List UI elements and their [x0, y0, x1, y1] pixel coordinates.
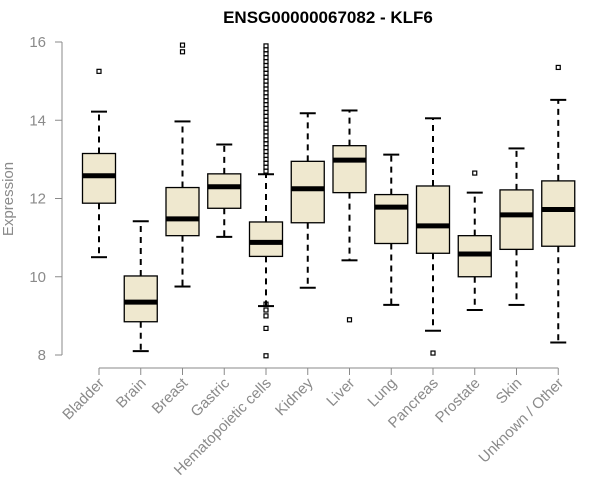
- y-axis-title: Expression: [0, 162, 17, 236]
- outlier-point: [263, 325, 269, 331]
- outlier-point: [430, 350, 436, 356]
- iqr-box: [207, 173, 242, 209]
- y-tick-label: 8: [38, 347, 46, 364]
- y-tick-label: 14: [29, 112, 46, 129]
- outlier-point: [263, 43, 269, 49]
- x-tick-label: Lung: [364, 375, 400, 411]
- box-group: [81, 68, 117, 259]
- box-group: [374, 153, 409, 306]
- y-axis: 8 10 12 14 16: [29, 34, 63, 364]
- box-group: [415, 117, 451, 356]
- outlier-point: [179, 42, 186, 48]
- x-tick-label: Bladder: [59, 375, 108, 424]
- outlier-point: [179, 49, 186, 55]
- box-group: [165, 42, 200, 288]
- y-tick-label: 12: [29, 191, 46, 208]
- y-tick-label: 10: [29, 269, 46, 286]
- iqr-box: [374, 193, 409, 245]
- x-tick-label: Prostate: [432, 375, 484, 427]
- iqr-box: [290, 160, 325, 224]
- box-group: [457, 170, 492, 312]
- box-group: [207, 143, 242, 238]
- box-group: [290, 112, 325, 289]
- iqr-box: [81, 152, 117, 204]
- iqr-box: [415, 185, 451, 254]
- box-group: [248, 43, 284, 359]
- plot-area: [81, 42, 576, 359]
- outlier-point: [472, 170, 478, 176]
- x-tick-label: Brain: [113, 375, 150, 412]
- outlier-point: [263, 353, 269, 359]
- iqr-box: [165, 186, 200, 237]
- outlier-point: [346, 317, 353, 323]
- box-group: [541, 64, 576, 344]
- outlier-point: [263, 307, 269, 313]
- x-tick-label: Breast: [149, 374, 192, 417]
- x-tick-label: Kidney: [272, 374, 317, 419]
- x-tick-label: Liver: [323, 375, 358, 410]
- iqr-box: [123, 275, 158, 323]
- iqr-box: [248, 221, 284, 258]
- outlier-point: [96, 68, 102, 74]
- iqr-box: [541, 180, 576, 247]
- y-tick-label: 16: [29, 34, 46, 51]
- outlier-point: [263, 313, 269, 319]
- box-group: [499, 147, 534, 306]
- iqr-box: [332, 145, 367, 194]
- chart-title: ENSG00000067082 - KLF6: [223, 8, 433, 27]
- outlier-point: [555, 64, 561, 71]
- box-group: [332, 109, 367, 323]
- x-tick-label: Skin: [493, 375, 526, 408]
- iqr-box: [499, 189, 534, 251]
- outlier-point: [263, 301, 269, 307]
- box-group: [123, 220, 158, 353]
